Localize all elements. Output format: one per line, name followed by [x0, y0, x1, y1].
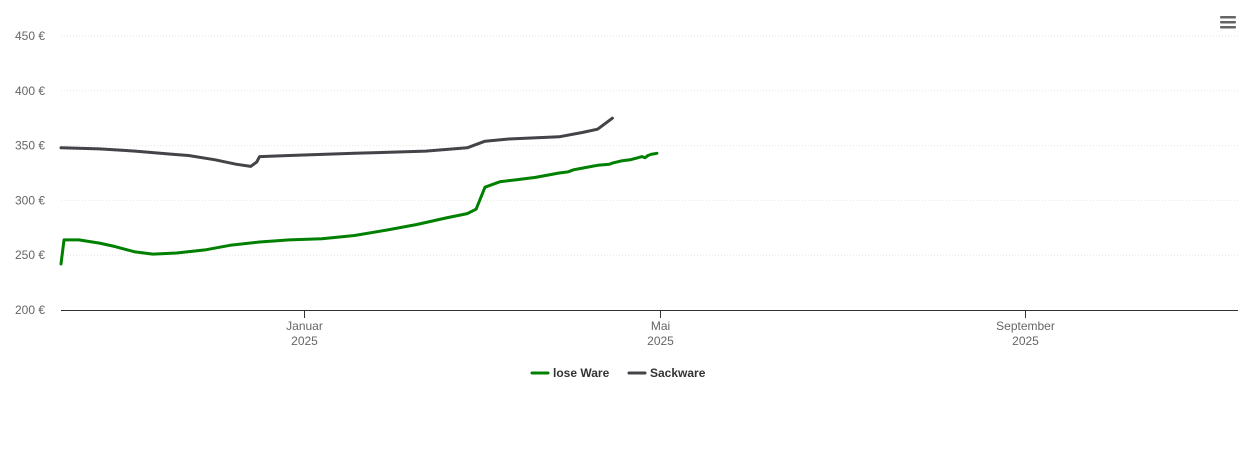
series-lines — [59, 116, 659, 266]
y-tick-label: 300 € — [15, 193, 45, 207]
y-tick-label: 350 € — [15, 139, 45, 153]
legend: lose Ware Sackware — [530, 366, 706, 380]
y-axis: 200 € 250 € 300 € 350 € 400 € 450 € — [15, 29, 45, 317]
x-tick-label-year: 2025 — [647, 334, 674, 348]
legend-label-sackware: Sackware — [650, 366, 706, 380]
x-tick-label-month: September — [996, 319, 1055, 333]
legend-label-lose-ware: lose Ware — [553, 366, 610, 380]
y-tick-label: 400 € — [15, 84, 45, 98]
legend-item-lose-ware[interactable]: lose Ware — [530, 366, 610, 380]
hamburger-menu-icon[interactable] — [1214, 10, 1242, 34]
x-tick-label-month: Januar — [286, 319, 323, 333]
y-tick-label: 200 € — [15, 303, 45, 317]
grid — [61, 35, 1238, 256]
y-tick-label: 450 € — [15, 29, 45, 43]
x-tick-label-year: 2025 — [1012, 334, 1039, 348]
y-tick-label: 250 € — [15, 248, 45, 262]
legend-item-sackware[interactable]: Sackware — [627, 366, 706, 380]
x-tick-label-month: Mai — [651, 319, 670, 333]
x-tick-label-year: 2025 — [291, 334, 318, 348]
series-line-sackware[interactable] — [59, 116, 614, 168]
series-line-lose-ware[interactable] — [59, 151, 659, 266]
